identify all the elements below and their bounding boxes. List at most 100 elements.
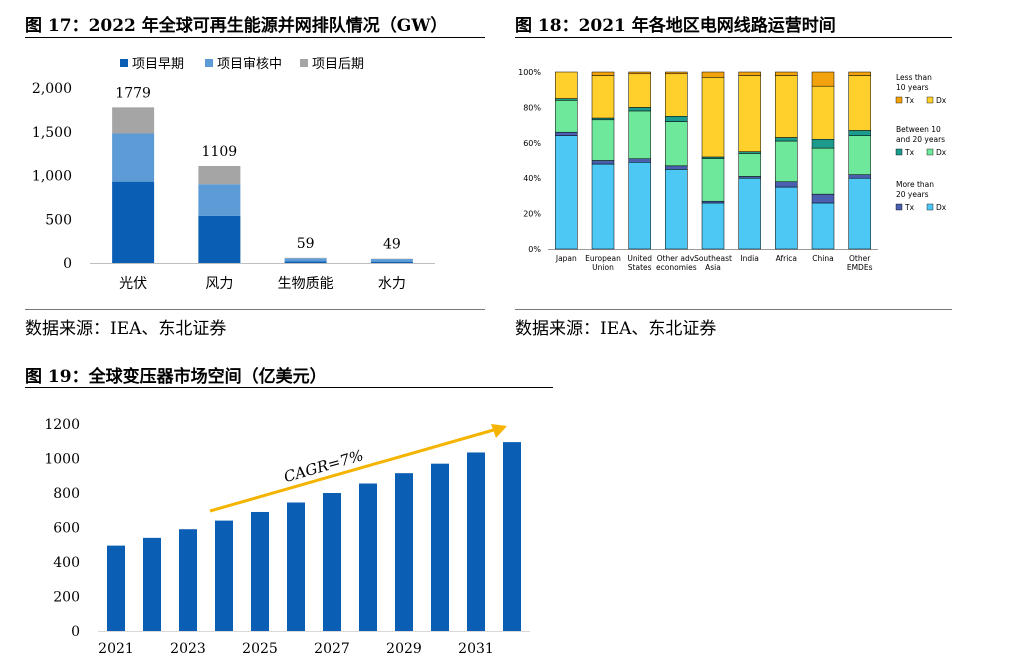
cagr-arrow-head bbox=[491, 424, 507, 438]
legend-label: 项目早期 bbox=[132, 57, 184, 72]
y-tick-label: 1,500 bbox=[32, 125, 72, 141]
y-tick-label: 200 bbox=[53, 590, 80, 606]
bar-segment bbox=[848, 177, 871, 250]
legend-label: 项目审核中 bbox=[217, 57, 282, 72]
y-tick-label: 40% bbox=[523, 174, 541, 183]
bar-segment bbox=[775, 186, 798, 250]
legend-heading: Less than bbox=[896, 73, 932, 82]
bar-segment bbox=[665, 165, 688, 170]
bar-segment bbox=[775, 75, 798, 138]
legend-heading: Between 10 bbox=[896, 125, 941, 134]
x-tick-label: United bbox=[627, 254, 652, 263]
legend-heading: More than bbox=[896, 180, 934, 189]
bar-segment bbox=[811, 193, 835, 204]
bar-segment bbox=[701, 200, 725, 204]
y-tick-label: 1000 bbox=[44, 452, 80, 468]
bar-segment bbox=[811, 85, 835, 140]
legend-swatch-tx bbox=[895, 203, 903, 211]
bar-segment bbox=[198, 165, 241, 185]
bar-segment bbox=[701, 158, 725, 202]
fig19-title-rule bbox=[25, 387, 553, 388]
bar-segment bbox=[198, 184, 241, 216]
fig17-chart: 项目早期 项目审核中 项目后期 0 500 1,000 1,500 2,000 1779 光伏 11… bbox=[32, 57, 435, 292]
y-tick-label: 80% bbox=[523, 103, 541, 112]
fig18-title: 图 18：2021 年各地区电网线路运营时间 bbox=[515, 16, 836, 36]
bar-total-label: 1779 bbox=[115, 85, 151, 101]
legend-label-dx: Dx bbox=[936, 203, 947, 212]
bar-segment bbox=[628, 73, 651, 108]
x-tick-label: 生物质能 bbox=[278, 276, 334, 292]
legend-swatch-dx bbox=[926, 148, 934, 156]
legend-swatch bbox=[205, 59, 213, 67]
x-tick-label: 2021 bbox=[98, 641, 134, 657]
bar-segment bbox=[555, 135, 578, 250]
y-tick-label: 2,000 bbox=[32, 81, 72, 97]
bar-segment bbox=[848, 130, 871, 136]
bar-segment bbox=[370, 261, 413, 263]
x-tick-label: India bbox=[740, 254, 758, 263]
fig18-source-rule bbox=[515, 309, 952, 310]
bar-segment bbox=[284, 261, 327, 263]
bar-segment bbox=[738, 151, 761, 154]
x-tick-label: Other adv. bbox=[657, 254, 696, 263]
bar-segment bbox=[701, 77, 725, 158]
x-tick-label: 光伏 bbox=[119, 276, 147, 292]
fig19-title: 图 19：全球变压器市场空间（亿美元） bbox=[25, 367, 327, 387]
bar-segment bbox=[701, 202, 725, 250]
bar-segment bbox=[284, 258, 327, 262]
bar-segment bbox=[628, 162, 651, 250]
y-tick-label: 60% bbox=[523, 139, 541, 148]
bar-segment bbox=[701, 71, 725, 78]
bar-segment bbox=[591, 117, 615, 121]
bar-segment bbox=[628, 107, 651, 112]
x-tick-label: 2023 bbox=[170, 641, 206, 657]
bar-segment bbox=[848, 75, 871, 131]
cagr-arrow-shaft bbox=[209, 427, 498, 513]
bar bbox=[431, 463, 449, 631]
x-tick-label: China bbox=[812, 254, 833, 263]
bar-segment bbox=[628, 71, 651, 75]
bar-segment bbox=[811, 147, 835, 195]
y-tick-label: 100% bbox=[518, 68, 541, 77]
legend-swatch-tx bbox=[895, 96, 903, 104]
cagr-annotation: CAGR=7% bbox=[282, 446, 366, 486]
bar-segment bbox=[370, 259, 413, 262]
bar bbox=[179, 529, 197, 631]
fig19-chart: 0 200 400 600 800 1000 1200 2021 2023 2025 2027 202… bbox=[44, 417, 530, 657]
bar-segment bbox=[112, 133, 155, 182]
y-tick-label: 1200 bbox=[44, 417, 80, 433]
bar-segment bbox=[591, 75, 615, 119]
legend-swatch bbox=[300, 59, 308, 67]
x-tick-label: 2029 bbox=[386, 641, 422, 657]
bar-segment bbox=[591, 163, 615, 250]
bar-segment bbox=[591, 119, 615, 161]
legend-label-tx: Tx bbox=[904, 203, 915, 212]
bar-segment bbox=[591, 71, 615, 76]
bar-segment bbox=[665, 73, 688, 117]
legend-swatch-dx bbox=[926, 203, 934, 211]
bar-segment bbox=[701, 156, 725, 159]
legend-swatch-dx bbox=[926, 96, 934, 104]
x-tick-label: Southeast bbox=[694, 254, 732, 263]
bar-total-label: 49 bbox=[383, 237, 401, 253]
x-tick-label: Asia bbox=[705, 263, 721, 272]
bar bbox=[323, 493, 341, 631]
x-tick-label: 水力 bbox=[378, 276, 406, 292]
bar bbox=[467, 452, 485, 631]
x-tick-label: European bbox=[585, 254, 621, 263]
bar-segment bbox=[811, 71, 835, 87]
bar-segment bbox=[775, 137, 798, 142]
bar-segment bbox=[628, 110, 651, 159]
bar-segment bbox=[738, 75, 761, 152]
y-tick-label: 0% bbox=[528, 245, 541, 254]
bar bbox=[107, 545, 125, 631]
x-tick-label: EMDEs bbox=[847, 263, 873, 272]
bar-segment bbox=[775, 71, 798, 76]
bar-segment bbox=[665, 169, 688, 250]
bar bbox=[503, 442, 521, 631]
bar bbox=[395, 473, 413, 631]
bar-segment bbox=[555, 98, 578, 101]
legend-swatch bbox=[120, 59, 128, 67]
bar-segment bbox=[775, 140, 798, 182]
